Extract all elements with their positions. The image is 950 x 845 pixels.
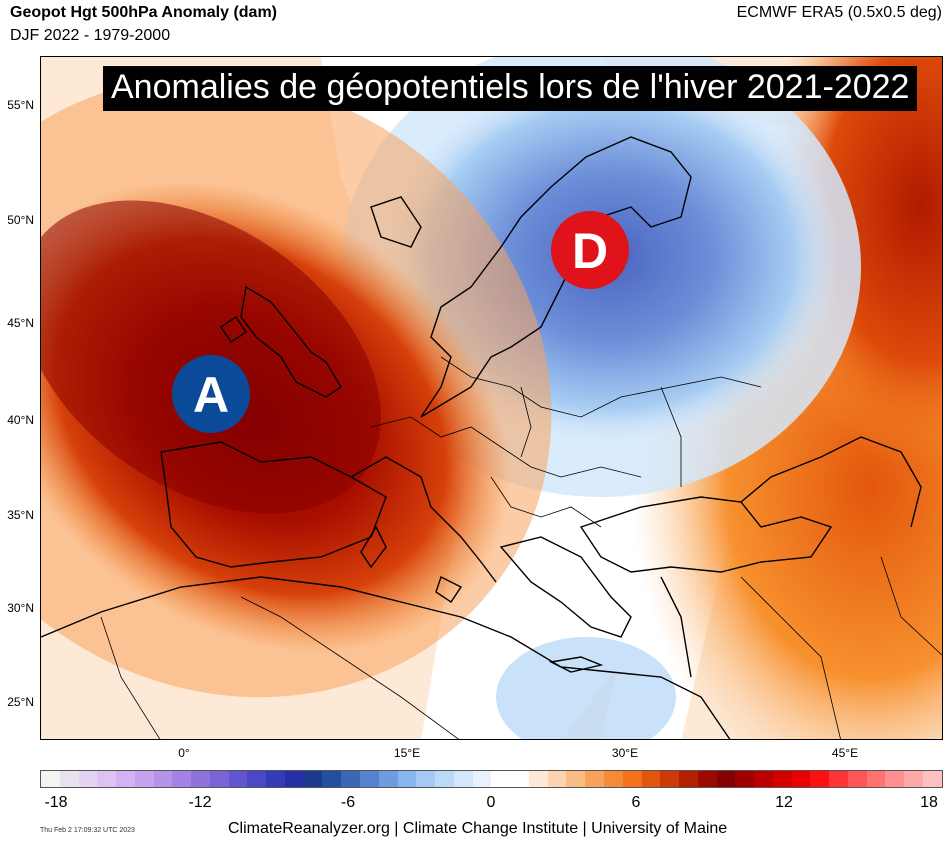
colorbar-swatch [378, 771, 398, 787]
lon-label: 15°E [393, 746, 421, 760]
lat-label: 25°N [7, 695, 34, 709]
colorbar-swatch [153, 771, 173, 787]
colorbar-swatch [585, 771, 604, 787]
colorbar-swatch [191, 771, 210, 787]
lat-label: 55°N [7, 98, 34, 112]
colorbar-swatch [772, 771, 792, 787]
colorbar-swatch [322, 771, 342, 787]
colorbar-swatch [303, 771, 323, 787]
colorbar-swatch [603, 771, 623, 787]
colorbar-swatch [41, 771, 60, 787]
colorbar-tick: 18 [920, 794, 938, 811]
colorbar-swatch [116, 771, 135, 787]
colorbar-tick: 6 [631, 794, 641, 811]
colorbar-swatch [904, 771, 923, 787]
credits: ClimateReanalyzer.org | Climate Change I… [228, 820, 728, 837]
chart-title: Geopot Hgt 500hPa Anomaly (dam) [10, 4, 277, 21]
colorbar-swatch [622, 771, 642, 787]
colorbar-swatch [341, 771, 361, 787]
lon-label: 45°E [831, 746, 859, 760]
colorbar-swatch [435, 771, 454, 787]
lat-label: 35°N [7, 508, 34, 522]
lon-label: 30°E [611, 746, 639, 760]
colorbar-swatch [566, 771, 586, 787]
colorbar-tick: -18 [44, 794, 68, 811]
colorbar-swatch [228, 771, 248, 787]
colorbar-swatch [510, 771, 529, 787]
colorbar-swatch [829, 771, 848, 787]
colorbar-swatch [547, 771, 567, 787]
colorbar-swatch [754, 771, 773, 787]
colorbar-swatch [528, 771, 548, 787]
colorbar-swatch [472, 771, 492, 787]
colorbar-swatch [78, 771, 98, 787]
map-banner: Anomalies de géopotentiels lors de l'hiv… [103, 66, 918, 111]
colorbar-tick: -12 [188, 794, 212, 811]
colorbar-swatch [247, 771, 267, 787]
colorbar-swatch [453, 771, 473, 787]
lon-label: 0° [178, 746, 190, 760]
lat-label: 45°N [7, 316, 34, 330]
lat-label: 50°N [7, 213, 34, 227]
colorbar-swatch [810, 771, 830, 787]
colorbar-swatch [209, 771, 229, 787]
chart-subtitle: DJF 2022 - 1979-2000 [10, 27, 171, 44]
colorbar-swatch [735, 771, 755, 787]
colorbar-swatch [134, 771, 154, 787]
colorbar-swatch [847, 771, 867, 787]
colorbar-swatch [660, 771, 680, 787]
colorbar-swatch [866, 771, 886, 787]
colorbar-swatch [360, 771, 379, 787]
colorbar-tick: 12 [775, 794, 793, 811]
low-pressure-marker: D [551, 211, 629, 289]
colorbar-swatch [172, 771, 192, 787]
colorbar-tick: 0 [486, 794, 496, 811]
colorbar-swatch [491, 771, 511, 787]
colorbar-swatch [885, 771, 905, 787]
colorbar-swatch [397, 771, 417, 787]
colorbar-swatch [284, 771, 304, 787]
colorbar [40, 770, 943, 788]
colorbar-swatch [59, 771, 79, 787]
colorbar-swatch [697, 771, 717, 787]
colorbar-tick: -6 [340, 794, 356, 811]
data-source: ECMWF ERA5 (0.5x0.5 deg) [736, 4, 942, 21]
colorbar-swatch [716, 771, 736, 787]
colorbar-swatch [266, 771, 285, 787]
colorbar-swatch [641, 771, 661, 787]
colorbar-swatch [97, 771, 117, 787]
high-pressure-marker: A [172, 355, 250, 433]
lat-label: 30°N [7, 601, 34, 615]
colorbar-swatch [416, 771, 436, 787]
colorbar-swatch [679, 771, 698, 787]
timestamp: Thu Feb 2 17:09:32 UTC 2023 [40, 827, 135, 834]
colorbar-swatch [922, 771, 942, 787]
lat-label: 40°N [7, 413, 34, 427]
colorbar-swatch [791, 771, 811, 787]
